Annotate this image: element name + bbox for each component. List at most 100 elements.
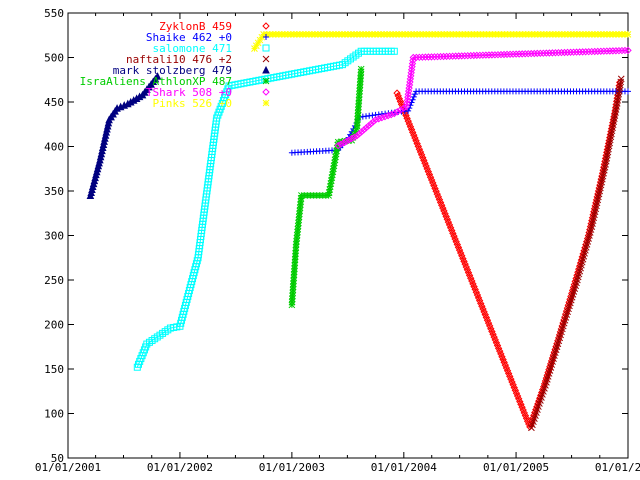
series-7-point	[468, 31, 475, 38]
series-0-point	[412, 137, 420, 145]
series-6-point	[584, 47, 593, 56]
series-6-point	[591, 47, 599, 56]
series-5-point	[356, 84, 364, 92]
y-tick-label: 450	[44, 96, 64, 109]
y-tick-label: 200	[44, 319, 64, 332]
series-0-point	[499, 355, 507, 364]
series-0-point	[502, 364, 511, 372]
series-7-point	[567, 31, 575, 38]
series-0-point	[518, 403, 526, 411]
series-0-point	[421, 159, 429, 167]
series-7-point	[603, 31, 611, 38]
series-7-point	[425, 31, 433, 38]
y-tick-label: 150	[44, 363, 64, 376]
series-6-point	[612, 47, 620, 55]
series-6-point	[560, 48, 569, 57]
legend-entry-7: Pinks 526 +0	[153, 97, 232, 110]
series-0-point	[509, 381, 517, 389]
series-6-point	[621, 46, 629, 55]
series-0-point	[504, 369, 513, 378]
series-6-point	[445, 52, 454, 61]
series-7-point	[275, 31, 283, 38]
series-0-point	[498, 353, 506, 361]
series-7-point	[612, 31, 620, 38]
series-6-point	[491, 51, 499, 59]
series-0-point	[417, 151, 426, 159]
series-7-point	[296, 31, 304, 38]
series-7-point	[489, 31, 496, 38]
series-5-point	[332, 150, 340, 158]
series-6-point	[509, 50, 517, 58]
series-0-point	[439, 204, 447, 212]
series-7-point	[407, 31, 415, 38]
series-5-point	[310, 192, 317, 199]
series-5-point	[355, 103, 362, 111]
legend-entry-0: ZyklonB 459	[159, 20, 232, 33]
series-6-point	[396, 106, 405, 114]
series-6-point	[381, 112, 389, 121]
series-5-point	[353, 119, 361, 126]
series-7-point	[618, 31, 626, 38]
series-6-point	[360, 126, 368, 134]
series-5-point	[356, 81, 364, 89]
series-7-point	[609, 31, 617, 38]
series-0-point	[415, 145, 424, 153]
series-7-point	[308, 31, 316, 38]
series-0-point	[469, 280, 477, 288]
series-5-point	[332, 153, 339, 161]
series-7-point	[453, 31, 460, 38]
series-7-point	[272, 31, 280, 38]
series-5-point	[290, 268, 298, 275]
series-0-point	[514, 395, 523, 403]
series-7-point	[621, 31, 629, 38]
series-5-point	[329, 168, 337, 176]
series-7-point	[600, 31, 608, 38]
series-5-point	[329, 171, 336, 179]
legend-entry-2: salomone 471	[153, 42, 232, 55]
series-6-point	[399, 104, 408, 112]
series-6-point	[524, 49, 532, 58]
series-5-point	[293, 237, 300, 245]
series-5-point	[313, 192, 320, 199]
series-0-point	[432, 187, 440, 195]
y-tick-label: 50	[51, 452, 64, 465]
series-0-point	[508, 378, 516, 386]
x-tick-label: 01/01/2006	[595, 461, 640, 474]
series-7-point	[269, 31, 277, 38]
series-6-point	[473, 51, 481, 60]
series-0-point	[422, 162, 430, 170]
series-6-point	[594, 47, 602, 56]
series-6-point	[542, 49, 551, 57]
series-6-point	[476, 51, 484, 60]
series-6-point	[467, 51, 475, 60]
series-5-point	[294, 222, 302, 230]
series-0-point	[488, 327, 496, 336]
series-5-point	[352, 128, 359, 135]
series-6-point	[533, 49, 541, 58]
series-5-point	[297, 198, 305, 205]
series-5-point	[296, 207, 304, 215]
series-7-point	[510, 31, 517, 38]
series-7-point	[401, 31, 409, 38]
series-7-point	[486, 31, 493, 38]
series-0-point	[510, 383, 518, 392]
series-0-point	[443, 215, 451, 224]
series-0-point	[475, 296, 484, 305]
series-6-point	[421, 53, 430, 61]
series-0-point	[472, 288, 481, 296]
series-6-point	[581, 48, 590, 56]
series-7-point	[326, 31, 334, 38]
series-5	[288, 65, 365, 309]
series-6-point	[506, 50, 514, 58]
series-7-point	[495, 31, 502, 38]
series-6-point	[597, 47, 605, 55]
series-6-point	[347, 134, 356, 143]
series-6-point	[357, 128, 366, 136]
series-0-point	[454, 243, 463, 252]
series-6-point	[566, 48, 575, 56]
series-0-point	[496, 347, 504, 355]
series-7-point	[501, 31, 508, 38]
series-0-point	[445, 221, 454, 229]
series-5-point	[327, 180, 335, 187]
series-6-point	[606, 47, 614, 55]
